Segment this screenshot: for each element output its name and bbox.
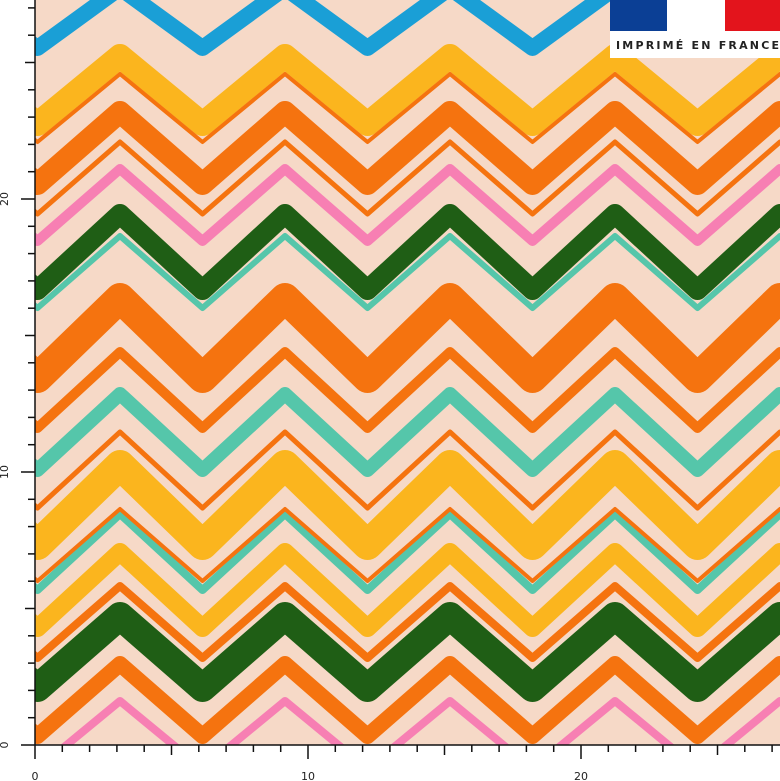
zigzag-stripe: [35, 204, 780, 300]
flag-blue: [610, 0, 667, 31]
badge-text: IMPRIMÉ EN FRANCE: [616, 39, 780, 52]
zigzag-stripe: [35, 139, 780, 217]
zigzag-stripe: [35, 543, 780, 637]
zigzag-stripe: [35, 164, 780, 246]
ruler-label: 20: [0, 192, 11, 206]
zigzag-stripe: [35, 44, 780, 136]
zigzag-stripe: [35, 656, 780, 744]
badge-label-bg: [610, 31, 780, 58]
zigzag-stripe: [35, 283, 780, 393]
zigzag-stripe: [35, 233, 780, 311]
zigzag-stripe: [35, 602, 780, 702]
ruler-label: 10: [0, 465, 11, 479]
zigzag-stripe: [35, 582, 780, 662]
ruler-label: 0: [32, 770, 39, 781]
zigzag-stripe: [35, 72, 780, 144]
zigzag-stripe: [35, 450, 780, 560]
ruler-label: 10: [301, 770, 315, 781]
zigzag-stripe: [35, 101, 780, 195]
flag-white: [667, 0, 725, 31]
zigzag-stripe: [35, 507, 780, 583]
zigzag-stripe: [35, 347, 780, 433]
ruler-label: 20: [574, 770, 588, 781]
ruler-label: 0: [0, 742, 11, 749]
flag-red: [725, 0, 780, 31]
zigzag-stripe: [35, 429, 780, 511]
french-flag-badge: IMPRIMÉ EN FRANCE: [610, 0, 780, 58]
zigzag-stripe: [60, 697, 780, 745]
zigzag-stripe: [35, 510, 780, 594]
zigzag-stripe: [35, 387, 780, 477]
